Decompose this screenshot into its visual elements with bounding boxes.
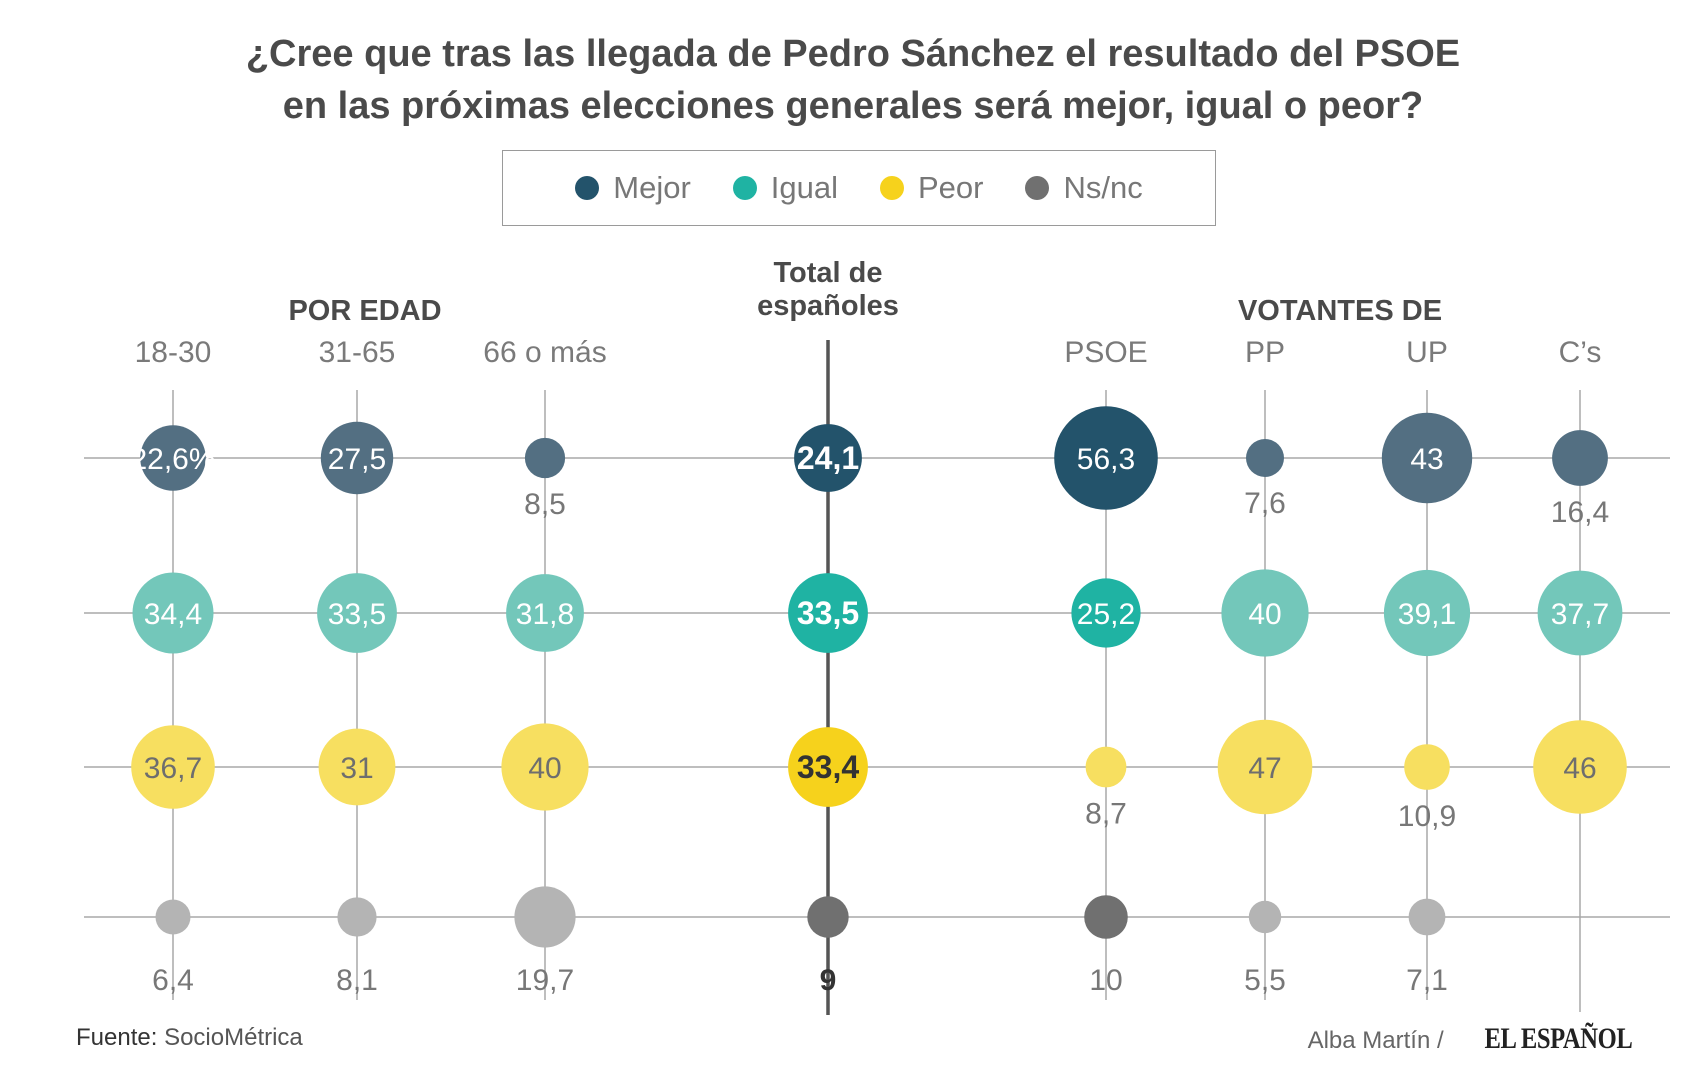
bubble-psoe-igual: [1071, 578, 1141, 648]
value-label-total-de-espa-oles-ns-nc: 9: [820, 964, 837, 997]
bubble-pp-igual: [1221, 569, 1309, 657]
heading-por-edad: POR EDAD: [288, 295, 441, 327]
column-label-pp: PP: [1245, 336, 1285, 369]
value-label-66-o-m-s-peor: 40: [528, 752, 561, 785]
bubble-up-igual: [1383, 569, 1471, 657]
value-label-66-o-m-s-ns-nc: 19,7: [516, 964, 574, 997]
value-label-psoe-mejor: 56,3: [1077, 443, 1135, 476]
source-value: SocioMétrica: [164, 1024, 303, 1051]
bubble-pp-mejor: [1246, 439, 1284, 477]
value-label-31-65-igual: 33,5: [328, 598, 386, 631]
column-label-psoe: PSOE: [1064, 336, 1147, 369]
bubble-c-s-igual: [1537, 570, 1623, 656]
value-label-18-30-igual: 34,4: [144, 598, 202, 631]
bubble-psoe-ns-nc: [1084, 895, 1128, 939]
bubble-18-30-ns-nc: [155, 899, 191, 935]
legend-dot-igual: [732, 176, 757, 200]
bubble-66-o-m-s-mejor: [524, 437, 566, 479]
legend-label-nsnc: Ns/nc: [1063, 170, 1143, 205]
value-label-18-30-peor: 36,7: [144, 752, 202, 785]
value-label-pp-mejor: 7,6: [1244, 487, 1286, 520]
bubble-c-s-mejor: [1552, 430, 1608, 486]
legend: Mejor Igual Peor Ns/nc: [502, 150, 1216, 226]
column-label-31-65: 31-65: [319, 336, 396, 369]
credit: Alba Martín / EL ESPAÑOL: [1307, 1022, 1633, 1056]
legend-label-mejor: Mejor: [613, 170, 691, 205]
heading-total-line-1: Total de: [773, 257, 882, 289]
source-note: Fuente: SocioMétrica: [76, 1024, 303, 1052]
value-label-up-peor: 10,9: [1398, 800, 1456, 833]
bubble-psoe-peor: [1085, 746, 1127, 788]
legend-dot-mejor: [575, 176, 600, 200]
bubble-66-o-m-s-ns-nc: [514, 886, 576, 948]
publisher-logo: EL ESPAÑOL: [1484, 1022, 1632, 1055]
value-label-total-de-espa-oles-peor: 33,4: [797, 749, 859, 785]
bubble-total-de-espa-oles-peor: [788, 727, 868, 807]
bubble-31-65-ns-nc: [337, 897, 377, 937]
bubble-psoe-mejor: [1054, 406, 1158, 510]
value-label-psoe-ns-nc: 10: [1089, 964, 1122, 997]
column-label-c-s: C’s: [1559, 336, 1602, 369]
value-label-pp-igual: 40: [1248, 598, 1281, 631]
value-label-up-mejor: 43: [1410, 443, 1443, 476]
bubble-pp-ns-nc: [1248, 900, 1282, 934]
legend-dot-peor: [880, 176, 904, 200]
title-line-2: en las próximas elecciones generales ser…: [282, 85, 1424, 127]
bubble-18-30-mejor: [140, 425, 206, 491]
value-label-pp-peor: 47: [1248, 752, 1281, 785]
bubble-pp-peor: [1217, 719, 1313, 815]
bubble-18-30-igual: [132, 572, 214, 654]
value-label-31-65-mejor: 27,5: [328, 443, 386, 476]
bubble-up-peor: [1404, 744, 1450, 790]
value-label-31-65-ns-nc: 8,1: [336, 964, 378, 997]
chart-title: ¿Cree que tras las llegada de Pedro Sánc…: [0, 28, 1706, 132]
legend-item-igual: Igual: [732, 170, 838, 206]
value-label-c-s-peor: 46: [1563, 752, 1596, 785]
value-label-66-o-m-s-mejor: 8,5: [524, 488, 566, 521]
bubble-31-65-mejor: [320, 421, 394, 495]
value-label-18-30-mejor: 22,6%: [130, 443, 215, 476]
bubble-up-mejor: [1381, 412, 1473, 504]
bubble-31-65-igual: [317, 573, 397, 653]
bubble-66-o-m-s-peor: [501, 723, 589, 811]
legend-item-peor: Peor: [880, 170, 983, 206]
value-label-18-30-ns-nc: 6,4: [152, 964, 194, 997]
column-label-up: UP: [1406, 336, 1448, 369]
value-label-31-65-peor: 31: [340, 752, 373, 785]
author-credit: Alba Martín /: [1307, 1027, 1444, 1054]
column-label-18-30: 18-30: [135, 336, 212, 369]
bubble-18-30-peor: [131, 725, 215, 809]
bubble-total-de-espa-oles-igual: [788, 573, 868, 653]
bubble-total-de-espa-oles-ns-nc: [807, 896, 849, 938]
column-label-66-o-m-s: 66 o más: [483, 336, 606, 369]
value-label-psoe-peor: 8,7: [1085, 797, 1127, 830]
value-label-c-s-igual: 37,7: [1551, 598, 1609, 631]
legend-label-igual: Igual: [770, 170, 838, 205]
value-label-c-s-mejor: 16,4: [1551, 496, 1609, 529]
legend-label-peor: Peor: [918, 170, 984, 205]
heading-total-line-2: españoles: [757, 290, 899, 322]
bubble-c-s-peor: [1533, 720, 1627, 814]
legend-item-mejor: Mejor: [575, 170, 691, 206]
value-label-66-o-m-s-igual: 31,8: [516, 598, 574, 631]
value-label-up-igual: 39,1: [1398, 598, 1456, 631]
value-label-up-ns-nc: 7,1: [1406, 964, 1448, 997]
value-label-psoe-igual: 25,2: [1077, 598, 1135, 631]
value-label-total-de-espa-oles-igual: 33,5: [797, 595, 859, 631]
title-line-1: ¿Cree que tras las llegada de Pedro Sánc…: [245, 33, 1461, 75]
legend-dot-nsnc: [1025, 176, 1050, 200]
bubble-31-65-peor: [318, 728, 396, 806]
heading-votantes-de: VOTANTES DE: [1238, 295, 1442, 327]
source-label: Fuente:: [76, 1024, 158, 1051]
value-label-total-de-espa-oles-mejor: 24,1: [797, 440, 859, 476]
bubble-total-de-espa-oles-mejor: [794, 424, 862, 492]
value-label-pp-ns-nc: 5,5: [1244, 964, 1286, 997]
legend-item-nsnc: Ns/nc: [1025, 170, 1143, 206]
bubble-66-o-m-s-igual: [506, 574, 584, 652]
bubble-up-ns-nc: [1408, 898, 1446, 936]
